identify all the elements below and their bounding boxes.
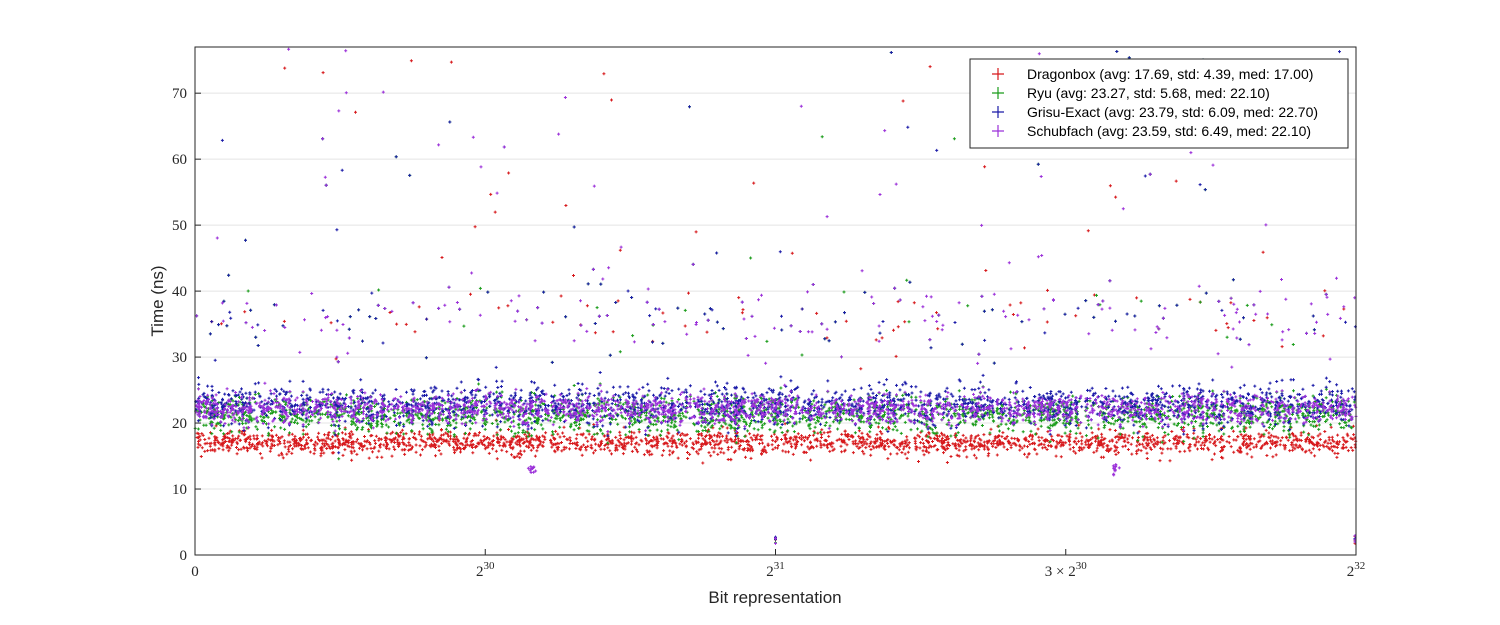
y-tick-label: 70: [172, 86, 187, 102]
legend-label: Dragonbox (avg: 17.69, std: 4.39, med: 1…: [1027, 66, 1313, 82]
data-points: [193, 47, 1358, 545]
x-axis-ticks: 0 230 231 3 × 230 232: [191, 549, 1365, 580]
x-tick-label: 231: [766, 560, 785, 580]
x-tick-label: 230: [476, 560, 495, 580]
legend-marker: [992, 68, 1004, 80]
legend-marker: [992, 87, 1004, 99]
series-schubfach-marks: [194, 47, 1358, 545]
y-tick-label: 20: [172, 416, 187, 432]
x-tick-label: 232: [1347, 560, 1366, 580]
legend: Dragonbox (avg: 17.69, std: 4.39, med: 1…: [969, 58, 1349, 149]
legend-label: Grisu-Exact (avg: 23.79, std: 6.09, med:…: [1027, 104, 1318, 120]
legend-marker: [992, 125, 1004, 137]
legend-item-dragonbox: Dragonbox (avg: 17.69, std: 4.39, med: 1…: [992, 66, 1313, 82]
y-tick-label: 60: [172, 152, 187, 168]
legend-item-grisu-exact: Grisu-Exact (avg: 23.79, std: 6.09, med:…: [992, 104, 1318, 120]
series-schubfach-points: [194, 47, 1358, 545]
legend-marker: [992, 106, 1004, 118]
legend-item-schubfach: Schubfach (avg: 23.59, std: 6.49, med: 2…: [992, 123, 1311, 139]
y-tick-label: 30: [172, 350, 187, 366]
y-axis-ticks: 0 10 20 30 40 50 60 70: [172, 86, 201, 564]
y-tick-label: 40: [172, 284, 187, 300]
legend-item-ryu: Ryu (avg: 23.27, std: 5.68, med: 22.10): [992, 85, 1270, 101]
y-axis-label: Time (ns): [148, 265, 167, 336]
x-axis-label: Bit representation: [708, 588, 841, 607]
x-tick-label: 3 × 230: [1045, 560, 1087, 580]
y-tick-label: 10: [172, 482, 187, 498]
x-tick-label: 0: [191, 564, 199, 580]
legend-box: [969, 58, 1349, 149]
legend-label: Ryu (avg: 23.27, std: 5.68, med: 22.10): [1027, 85, 1270, 101]
legend-label: Schubfach (avg: 23.59, std: 6.49, med: 2…: [1027, 123, 1311, 139]
y-tick-label: 0: [180, 548, 188, 564]
y-tick-label: 50: [172, 218, 187, 234]
